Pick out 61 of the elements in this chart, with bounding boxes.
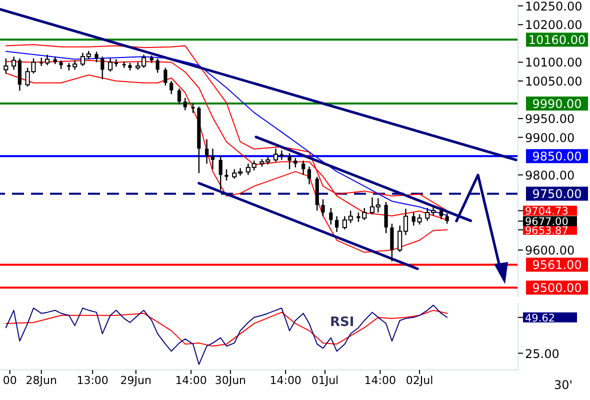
ref-line-label: 9990.00 — [532, 96, 582, 111]
candlestick — [114, 58, 118, 68]
y-tick-label: 9600.00 — [525, 244, 575, 258]
candlestick — [218, 156, 222, 191]
y-tick-label: 10200.00 — [525, 18, 582, 32]
candlestick — [288, 152, 292, 170]
candlestick — [44, 54, 50, 66]
y-tick-label: 9653.87 — [525, 224, 568, 237]
candlestick — [156, 58, 160, 74]
candlestick — [307, 166, 312, 185]
ref-line-label: 9850.00 — [532, 149, 582, 164]
ref-line-label: 10160.00 — [528, 33, 586, 48]
candlestick — [329, 207, 333, 226]
ref-line-label: 9750.00 — [532, 187, 582, 202]
candlestick — [183, 97, 187, 111]
text: RSI — [330, 315, 354, 330]
candlestick — [94, 51, 98, 63]
x-tick-label: 14:00 — [175, 374, 207, 387]
x-tick-label: 14:00 — [364, 374, 396, 387]
line-series — [5, 304, 448, 365]
x-tick-label: 00 — [2, 374, 17, 387]
candlestick — [390, 223, 394, 262]
candlestick — [164, 67, 168, 86]
x-tick-label: 14:00 — [270, 374, 302, 387]
candlestick — [294, 157, 298, 168]
candlestick — [302, 160, 306, 176]
candlestick — [384, 201, 388, 234]
y-tick-label: 10100.00 — [525, 56, 582, 70]
candlestick — [108, 58, 113, 72]
x-tick-label: 28Jun — [26, 374, 57, 387]
y-tick-label: 9800.00 — [525, 168, 575, 182]
candlestick — [177, 88, 182, 105]
candlestick — [224, 168, 228, 182]
y-tick-label: 49.62 — [525, 312, 556, 324]
candlestick — [72, 60, 78, 70]
x-tick-label: 02Jul — [406, 374, 434, 387]
x-tick-label: 29Jun — [120, 374, 152, 387]
x-tick-label: 30Jun — [214, 374, 246, 387]
y-tick-label: 10050.00 — [525, 74, 582, 89]
y-tick-label: 9900.00 — [525, 130, 575, 145]
candlestick — [100, 56, 104, 80]
candlestick — [335, 216, 339, 233]
candlestick — [191, 102, 195, 114]
x-tick-label: 13:00 — [76, 374, 108, 387]
candlestick — [210, 148, 215, 170]
x-tick-label: 01Jul — [311, 374, 339, 387]
ref-line-label: 9561.00 — [532, 258, 582, 272]
y-tick-label: 25.00 — [525, 346, 560, 361]
text: 30' — [554, 378, 573, 392]
candlestick — [4, 58, 8, 74]
y-tick-label: 9950.00 — [525, 112, 575, 126]
candlestick — [11, 56, 16, 70]
y-tick-label: 10250.00 — [525, 0, 582, 14]
candlestick — [170, 80, 174, 95]
y-tick-label: 9704.73 — [525, 206, 568, 218]
candlestick — [273, 148, 278, 162]
candlestick — [321, 198, 325, 217]
ref-line-label: 9500.00 — [532, 280, 582, 295]
candlestick — [445, 212, 449, 224]
candlestick — [439, 208, 443, 220]
candlestick — [205, 138, 209, 164]
